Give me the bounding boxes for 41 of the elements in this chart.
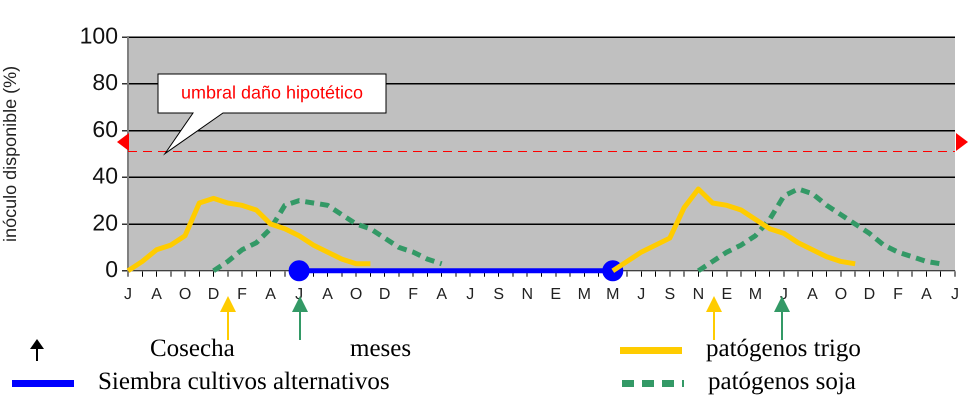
- y-tick-label: 40: [92, 162, 118, 189]
- x-tick-label: A: [921, 286, 932, 303]
- x-tick-label: A: [436, 286, 448, 303]
- x-tick-label: F: [237, 286, 248, 303]
- x-tick-label: A: [322, 286, 334, 303]
- y-axis-title: inóculo disponible (%): [0, 66, 20, 242]
- x-tick-label: M: [578, 286, 591, 303]
- x-tick-label: D: [378, 286, 390, 303]
- x-axis-title: meses: [350, 334, 412, 364]
- x-tick-label: M: [748, 286, 762, 303]
- x-tick-label: J: [466, 286, 474, 303]
- x-tick-label: A: [265, 286, 276, 303]
- x-tick-label: N: [521, 286, 534, 303]
- x-tick-label: J: [124, 286, 132, 303]
- x-tick-label: O: [834, 286, 848, 303]
- x-tick-label: J: [951, 286, 959, 303]
- text: Cosecha: [150, 334, 236, 364]
- x-tick-label: F: [408, 286, 418, 303]
- x-tick-label: F: [893, 286, 904, 303]
- x-tick-label: E: [722, 286, 732, 303]
- x-tick-label: M: [606, 286, 620, 303]
- legend-label: patógenos trigo: [706, 335, 861, 362]
- x-tick-label: N: [692, 286, 704, 303]
- x-tick-label: D: [864, 286, 876, 303]
- x-tick-label: S: [493, 286, 504, 303]
- x-tick-label: D: [208, 286, 220, 303]
- x-tick-label: J: [637, 286, 646, 303]
- y-tick-label: 20: [92, 209, 118, 236]
- y-tick-label: 0: [105, 256, 118, 282]
- legend-label: patógenos soja: [708, 368, 856, 395]
- legend-label: Siembra cultivos alternativos: [98, 368, 390, 395]
- x-tick-label: O: [350, 286, 362, 303]
- y-tick-label: 80: [92, 69, 118, 96]
- ref-line-label: umbral daño hipotético: [180, 82, 364, 102]
- y-tick-label: 100: [80, 22, 118, 48]
- x-tick-label: E: [550, 286, 562, 303]
- x-tick-label: S: [664, 286, 676, 303]
- x-tick-label: O: [178, 286, 192, 303]
- x-tick-label: A: [151, 286, 162, 303]
- x-tick-label: A: [807, 286, 818, 303]
- y-tick-label: 60: [92, 116, 118, 142]
